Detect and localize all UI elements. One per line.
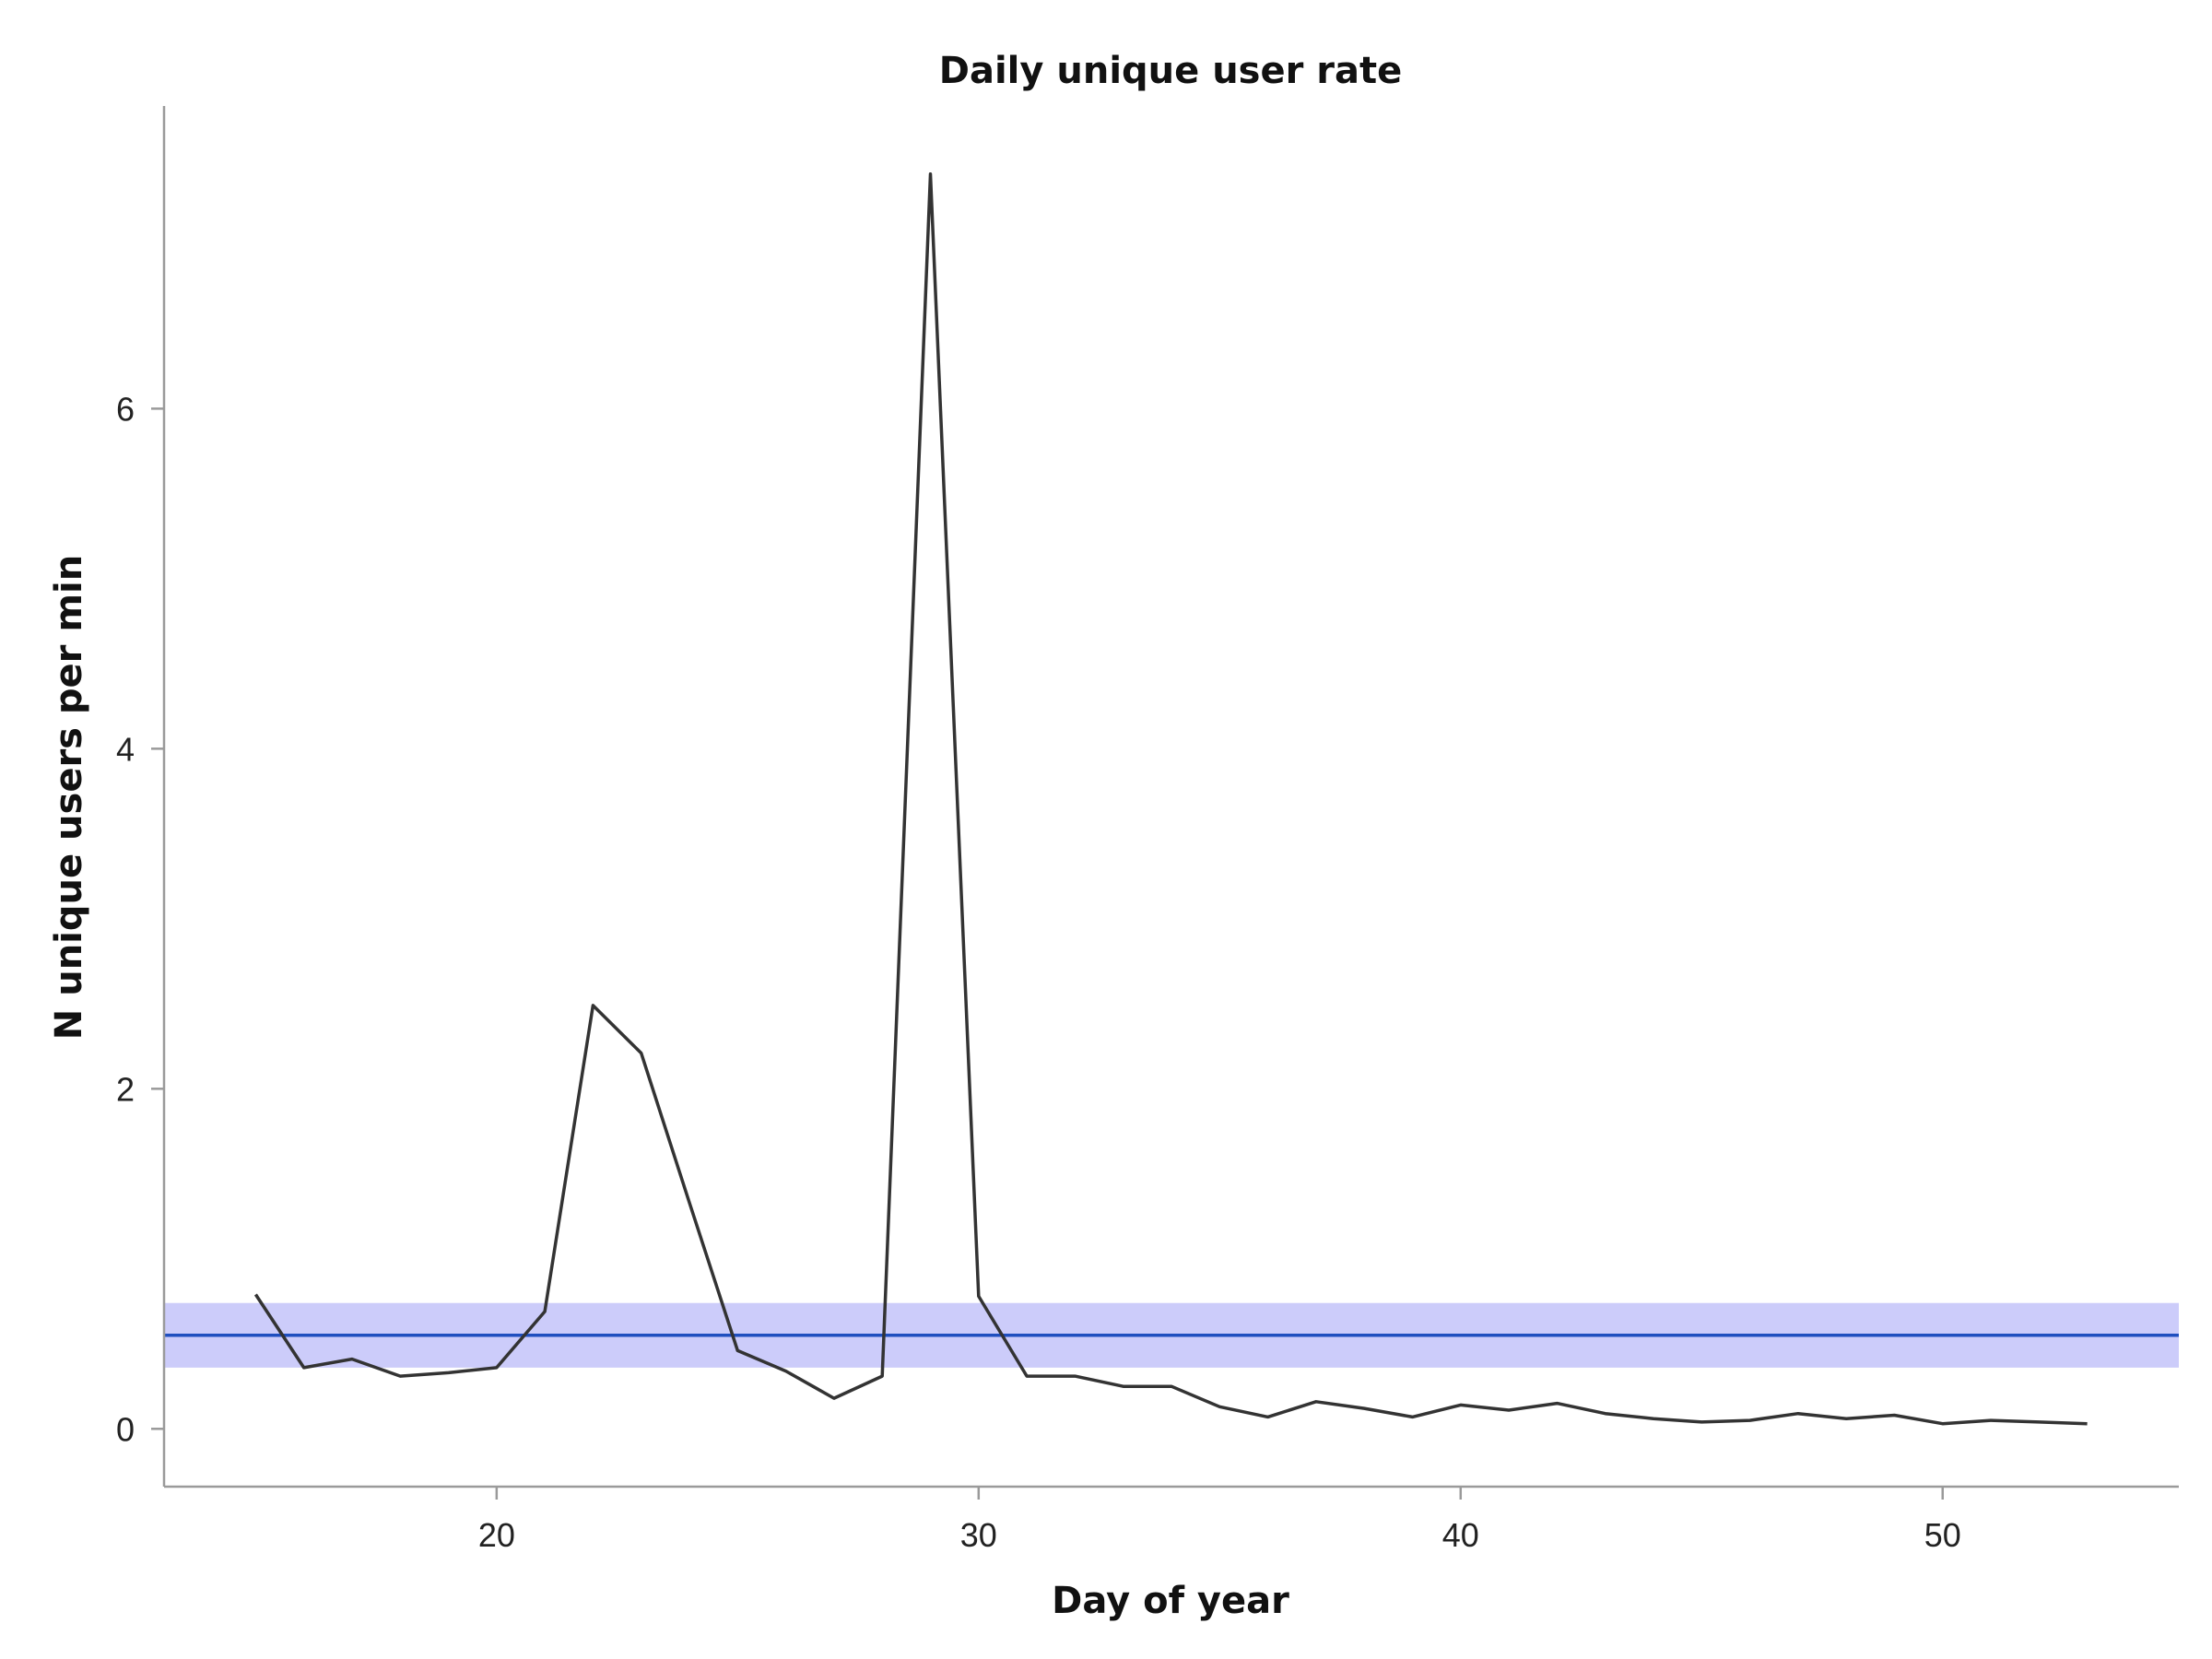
x-ticks: 20 30 40 50 <box>478 1487 1961 1554</box>
y-ticks: 0 2 4 6 <box>116 390 164 1448</box>
y-tick-label: 6 <box>116 390 135 428</box>
y-tick-label: 4 <box>116 730 135 768</box>
chart-title: Daily unique user rate <box>939 50 1402 92</box>
reference-band-layer <box>164 1302 2179 1368</box>
series-layer <box>253 172 2088 1426</box>
x-tick-label: 50 <box>1924 1516 1961 1554</box>
x-tick-label: 40 <box>1442 1516 1479 1554</box>
x-tick-label: 30 <box>960 1516 997 1554</box>
series-line-0 <box>253 172 2088 1426</box>
x-tick-label: 20 <box>478 1516 515 1554</box>
y-axis-label: N unique users per min <box>48 555 90 1040</box>
y-tick-label: 0 <box>116 1410 135 1448</box>
x-axis-label: Day of year <box>1052 1580 1289 1622</box>
y-tick-label: 2 <box>116 1070 135 1108</box>
